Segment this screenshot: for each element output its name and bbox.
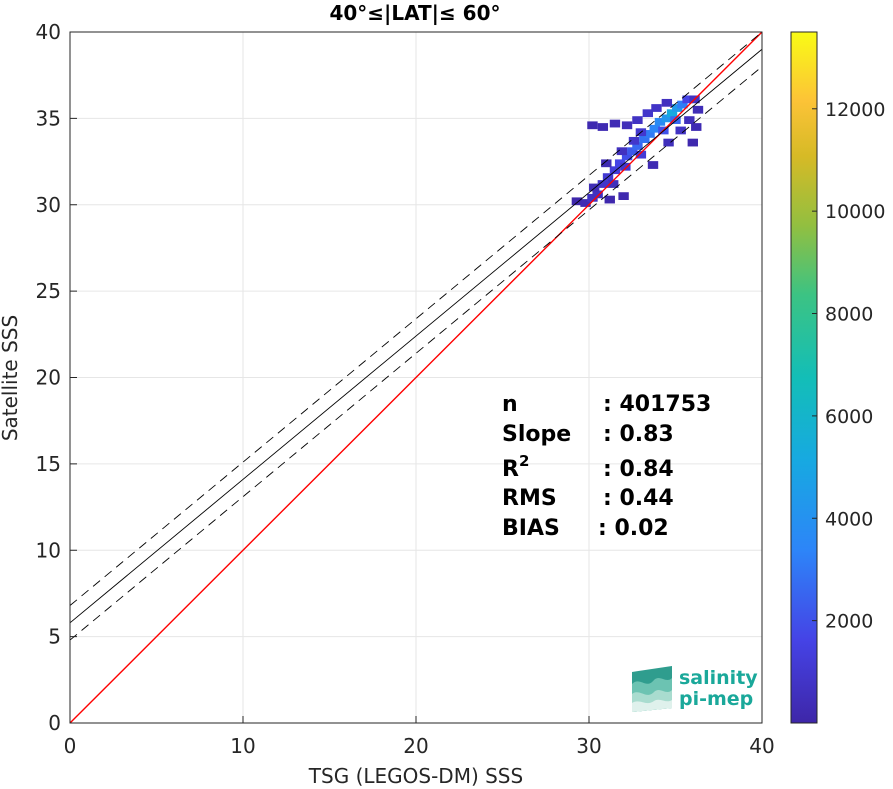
density-cell xyxy=(632,142,643,150)
density-cell xyxy=(682,95,693,104)
stat-r2-label: R2 xyxy=(502,452,529,482)
density-cell xyxy=(647,161,659,169)
stat-slope-label: Slope xyxy=(502,422,571,447)
stats-annotation: n : 401753 Slope : 0.83 R2 : 0.84 RMS : … xyxy=(502,392,711,541)
density-cell xyxy=(621,121,633,130)
density-cell xyxy=(632,116,643,124)
density-heatmap xyxy=(571,95,704,207)
x-tick-label: 10 xyxy=(230,734,255,758)
regression-lines xyxy=(69,31,763,724)
x-tick-label: 0 xyxy=(64,734,77,758)
colorbar: 2000 4000 6000 8000 10000 12000 xyxy=(790,31,885,724)
density-cell xyxy=(609,119,621,128)
y-axis-label: Satellite SSS xyxy=(0,315,22,441)
density-cell xyxy=(589,183,600,192)
density-cell xyxy=(687,138,698,147)
density-cell xyxy=(571,197,583,206)
colorbar-tick-label: 6000 xyxy=(825,406,873,428)
y-tick-label: 10 xyxy=(36,538,61,562)
plot-area: 0 10 20 30 40 0 5 10 15 20 25 30 35 40 xyxy=(36,20,775,758)
density-cell xyxy=(644,130,655,138)
r2-label-sup: 2 xyxy=(519,452,529,470)
density-cell xyxy=(601,159,612,168)
y-tick-label: 35 xyxy=(36,106,61,130)
density-cell xyxy=(628,136,640,145)
density-cell xyxy=(692,105,704,114)
density-cell xyxy=(663,138,674,147)
density-cell xyxy=(654,117,666,126)
density-cell xyxy=(587,121,598,130)
density-cell xyxy=(639,135,650,143)
density-cell xyxy=(677,100,688,109)
salinity-pi-mep-logo: salinity pi-mep xyxy=(632,666,758,712)
y-tick-label: 5 xyxy=(48,625,61,649)
density-cell xyxy=(592,190,603,199)
x-axis-ticks: 0 10 20 30 40 xyxy=(64,716,775,758)
density-cell xyxy=(597,123,609,131)
density-cell xyxy=(621,152,633,161)
density-cell xyxy=(675,126,686,135)
stat-r2-value: : 0.84 xyxy=(603,457,674,482)
density-cell xyxy=(691,123,702,131)
stat-rms-value: : 0.44 xyxy=(603,486,674,511)
density-cell xyxy=(642,109,654,118)
chart-title: 40°≤|LAT|≤ 60° xyxy=(329,1,500,25)
density-cell xyxy=(635,150,647,159)
line-fit xyxy=(69,48,763,624)
stat-n-label: n xyxy=(502,392,518,417)
density-cell xyxy=(609,166,621,175)
density-cell xyxy=(661,98,673,107)
y-axis-ticks: 0 5 10 15 20 25 30 35 40 xyxy=(36,20,77,735)
r2-label-base: R xyxy=(502,457,519,482)
y-tick-label: 25 xyxy=(36,279,61,303)
stat-bias-label: BIAS xyxy=(502,516,560,541)
density-cell xyxy=(627,147,638,156)
colorbar-ticks: 2000 4000 6000 8000 10000 12000 xyxy=(812,99,885,633)
density-cell xyxy=(649,124,660,133)
x-tick-label: 20 xyxy=(403,734,428,758)
colorbar-tick-label: 12000 xyxy=(825,99,885,121)
colorbar-tick-label: 4000 xyxy=(825,508,873,530)
density-cell xyxy=(616,147,628,156)
stat-bias-value: : 0.02 xyxy=(598,516,669,541)
stat-n-value: : 401753 xyxy=(603,392,711,417)
density-cell xyxy=(618,192,629,200)
colorbar-tick-label: 10000 xyxy=(825,201,885,223)
x-axis-label: TSG (LEGOS-DM) SSS xyxy=(308,764,523,788)
y-tick-label: 20 xyxy=(36,366,61,390)
x-tick-label: 40 xyxy=(749,734,774,758)
y-tick-label: 30 xyxy=(36,193,61,217)
y-tick-label: 40 xyxy=(36,20,61,44)
colorbar-gradient xyxy=(790,31,818,724)
density-cell xyxy=(670,116,681,124)
logo-text-line1: salinity xyxy=(679,667,758,689)
line-identity xyxy=(69,31,763,724)
density-cell xyxy=(597,180,609,188)
stat-slope-value: : 0.83 xyxy=(603,422,674,447)
density-cell xyxy=(666,109,678,118)
density-cell xyxy=(620,162,631,171)
density-cell xyxy=(608,180,619,188)
density-cell xyxy=(661,114,673,123)
density-cell xyxy=(604,195,615,204)
density-cell xyxy=(651,104,662,112)
colorbar-tick-label: 8000 xyxy=(825,304,873,326)
density-cell xyxy=(684,116,695,124)
y-tick-label: 0 xyxy=(48,711,61,735)
stat-rms-label: RMS xyxy=(502,486,557,511)
y-tick-label: 15 xyxy=(36,452,61,476)
logo-text-line2: pi-mep xyxy=(679,688,753,710)
colorbar-tick-label: 2000 xyxy=(825,611,873,633)
x-tick-label: 30 xyxy=(576,734,601,758)
density-cell xyxy=(580,199,591,207)
logo-wave-icon xyxy=(632,666,672,712)
